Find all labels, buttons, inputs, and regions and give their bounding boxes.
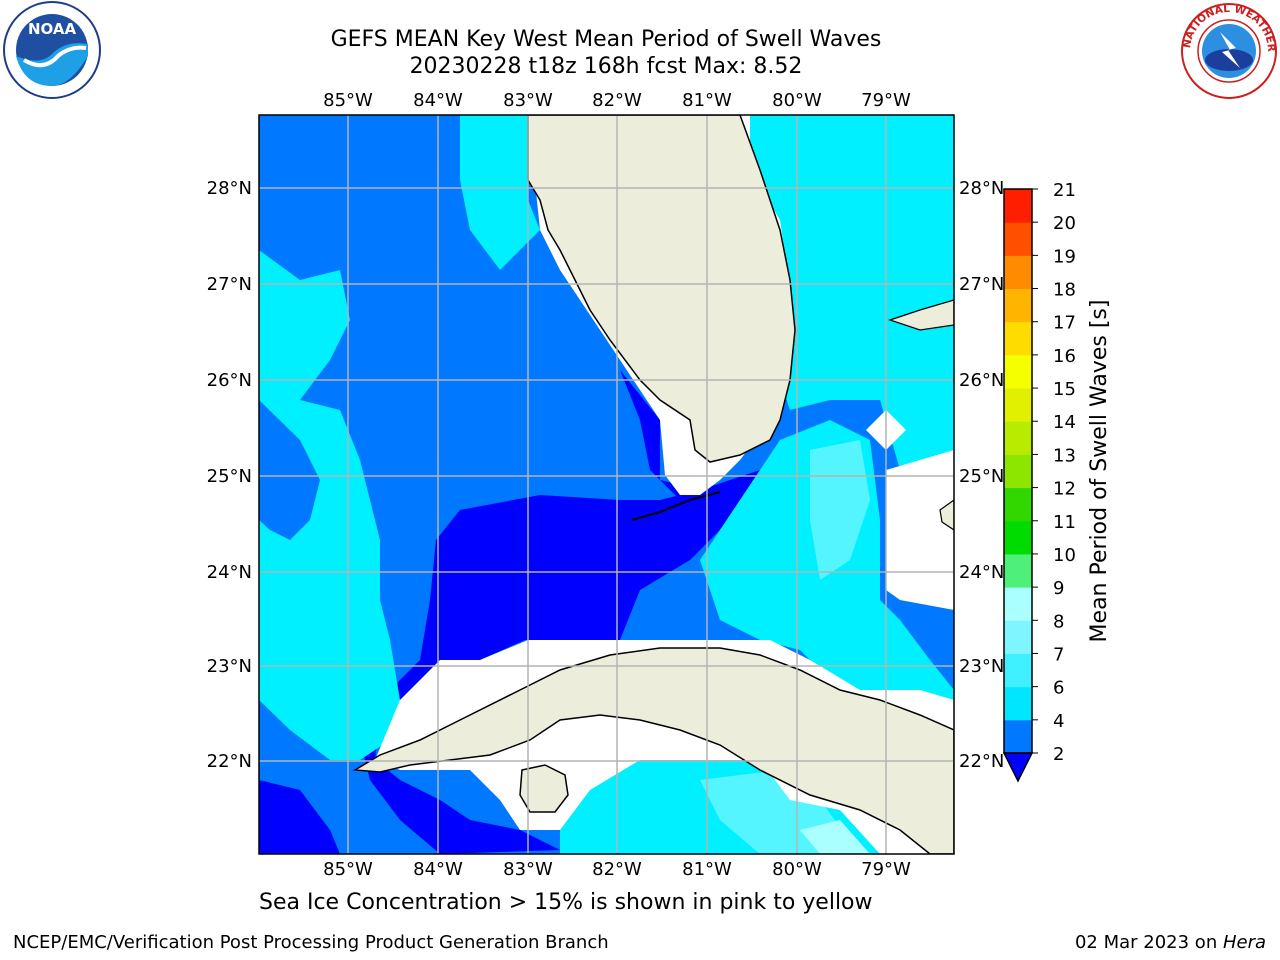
- colorbar-bin: [1004, 487, 1032, 522]
- colorbar-bin: [1004, 454, 1032, 489]
- colorbar-tick-label: 9: [1053, 578, 1064, 599]
- blue-pocket-west: [259, 400, 320, 540]
- deep-swell-coast: [620, 370, 700, 500]
- map-frame: [258, 114, 955, 855]
- credit-machine: Hera: [1222, 932, 1266, 953]
- lat-label-left: 26°N: [207, 370, 252, 391]
- map-area: [259, 115, 954, 854]
- light-cyan-straits: [810, 440, 870, 580]
- colorbar-tick-label: 16: [1053, 346, 1076, 367]
- lon-label-top: 80°W: [772, 90, 822, 111]
- colorbar-bin: [1004, 189, 1032, 223]
- sea-ice-note: Sea Ice Concentration > 15% is shown in …: [259, 890, 873, 915]
- lat-label-right: 24°N: [959, 562, 1004, 583]
- noaa-logo-icon: NOAA: [3, 1, 101, 99]
- colorbar-bin: [1004, 255, 1032, 290]
- colorbar-tick-label: 21: [1053, 180, 1076, 201]
- deep-swell-area: [360, 470, 760, 854]
- colorbar-label: Mean Period of Swell Waves [s]: [1087, 300, 1112, 643]
- deep-swell-sw: [259, 780, 340, 854]
- colorbar-tick-label: 11: [1053, 512, 1076, 533]
- colorbar-tick-label: 8: [1053, 611, 1064, 632]
- credit-date-text: 02 Mar 2023 on: [1074, 932, 1223, 953]
- cyan-north-tongue: [460, 115, 540, 270]
- colorbar-bin: [1004, 421, 1032, 455]
- cyan-west-band: [259, 250, 400, 760]
- lon-label-bottom: 85°W: [323, 859, 373, 880]
- lon-label-bottom: 80°W: [772, 859, 822, 880]
- lon-label-bottom: 81°W: [682, 859, 732, 880]
- colorbar-bin: [1004, 321, 1032, 356]
- colorbar-bin: [1004, 719, 1032, 754]
- colorbar-bin: [1004, 388, 1032, 422]
- lat-label-left: 22°N: [207, 751, 252, 772]
- lat-label-right: 26°N: [959, 370, 1004, 391]
- lat-label-left: 24°N: [207, 562, 252, 583]
- colorbar-frame: [1003, 188, 1033, 754]
- colorbar-tick-label: 20: [1053, 213, 1076, 234]
- credit-date: 02 Mar 2023 on Hera: [1075, 932, 1266, 953]
- nws-logo-icon: NATIONAL WEATHER SERVICE: [1180, 2, 1277, 99]
- colorbar-bin: [1004, 653, 1032, 688]
- lon-label-top: 81°W: [682, 90, 732, 111]
- lat-label-right: 22°N: [959, 751, 1004, 772]
- colorbar-bin: [1004, 587, 1032, 621]
- colorbar: 2 4 6 7 8 9 10 11 12 13 14 15 16 17 18 19 20 21: [1002, 180, 1076, 783]
- colorbar-bin: [1004, 520, 1032, 555]
- lon-label-bottom: 84°W: [413, 859, 463, 880]
- lon-label-top: 84°W: [413, 90, 463, 111]
- florida-keys: [631, 491, 721, 521]
- colorbar-tick-label: 7: [1053, 644, 1064, 665]
- lon-label-top: 79°W: [861, 90, 911, 111]
- lat-label-left: 25°N: [207, 466, 252, 487]
- map-grid: [259, 115, 954, 854]
- lon-label-bottom: 79°W: [861, 859, 911, 880]
- colorbar-tick-label: 4: [1053, 711, 1064, 732]
- colorbar-tick-label: 15: [1053, 379, 1076, 400]
- colorbar-tick-label: 13: [1053, 445, 1076, 466]
- lon-label-top: 85°W: [323, 90, 373, 111]
- lon-label-bottom: 83°W: [503, 859, 553, 880]
- bahamas-land-north: [888, 299, 954, 331]
- lon-label-bottom: 82°W: [592, 859, 642, 880]
- colorbar-tick-label: 6: [1053, 678, 1064, 699]
- colorbar-tick-label: 17: [1053, 313, 1076, 334]
- map-subtitle: 20230228 t18z 168h fcst Max: 8.52: [409, 54, 803, 79]
- lat-label-right: 27°N: [959, 274, 1004, 295]
- lat-label-left: 28°N: [207, 178, 252, 199]
- lon-label-top: 82°W: [592, 90, 642, 111]
- lat-label-right: 28°N: [959, 178, 1004, 199]
- colorbar-tick-label: 14: [1053, 412, 1076, 433]
- cyan-atlantic: [750, 115, 954, 470]
- lat-label-left: 27°N: [207, 274, 252, 295]
- noaa-logo-text: NOAA: [28, 20, 77, 38]
- colorbar-bin: [1004, 553, 1032, 588]
- colorbar-bin: [1004, 354, 1032, 389]
- florida-land: [527, 115, 796, 463]
- lon-label-top: 83°W: [503, 90, 553, 111]
- lat-label-right: 25°N: [959, 466, 1004, 487]
- lat-label-right: 23°N: [959, 656, 1004, 677]
- colorbar-bin: [1004, 222, 1032, 256]
- bahamas-land-south: [939, 499, 954, 531]
- colorbar-tick-label: 18: [1053, 280, 1076, 301]
- isle-of-youth-land: [519, 764, 569, 813]
- colorbar-bin: [1004, 620, 1032, 654]
- cuba-land: [352, 647, 954, 854]
- colorbar-underflow: [1002, 752, 1034, 783]
- credit-branch: NCEP/EMC/Verification Post Processing Pr…: [13, 932, 609, 953]
- map-figure: 85°W 84°W 83°W 82°W 81°W 80°W 79°W 85°W …: [207, 90, 1112, 880]
- colorbar-tick-label: 2: [1053, 744, 1064, 765]
- colorbar-bin: [1004, 288, 1032, 323]
- colorbar-tick-label: 12: [1053, 479, 1076, 500]
- lat-label-left: 23°N: [207, 656, 252, 677]
- colorbar-tick-label: 10: [1053, 545, 1076, 566]
- colorbar-bin: [1004, 686, 1032, 721]
- colorbar-tick-label: 19: [1053, 246, 1076, 267]
- no-data-bahamas: [886, 450, 954, 610]
- map-title: GEFS MEAN Key West Mean Period of Swell …: [330, 27, 882, 52]
- pale-cyan-south: [800, 820, 870, 854]
